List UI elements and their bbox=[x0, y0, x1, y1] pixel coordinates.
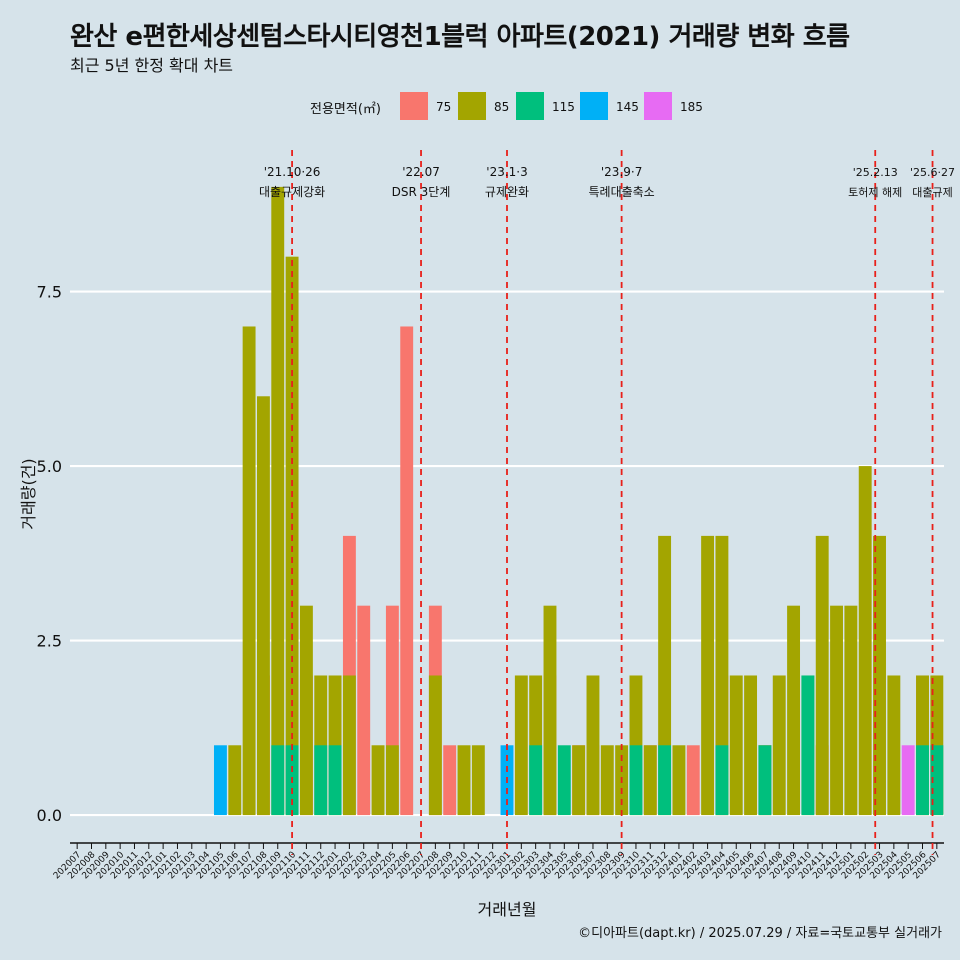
legend-label: 115 bbox=[552, 100, 575, 114]
legend-label: 75 bbox=[436, 100, 452, 114]
bar-115 bbox=[930, 745, 944, 816]
bar-85 bbox=[787, 605, 801, 816]
bar-85 bbox=[572, 745, 586, 816]
bar-115 bbox=[629, 745, 643, 816]
bar-115 bbox=[557, 745, 571, 816]
y-tick-label: 5.0 bbox=[37, 457, 62, 476]
legend-label: 185 bbox=[680, 100, 703, 114]
bar-145 bbox=[213, 745, 227, 816]
legend-swatch bbox=[644, 92, 672, 120]
bar-85 bbox=[873, 535, 886, 816]
bar-85 bbox=[299, 605, 313, 816]
bar-85 bbox=[228, 745, 242, 816]
event-label: 대출규제 bbox=[912, 186, 952, 199]
bar-85 bbox=[428, 675, 442, 816]
bar-115 bbox=[529, 745, 543, 816]
legend-swatch bbox=[400, 92, 428, 120]
bar-115 bbox=[314, 745, 328, 816]
bar-85 bbox=[772, 675, 786, 816]
event-date: '23.9·7 bbox=[601, 165, 642, 179]
bar-85 bbox=[457, 745, 471, 816]
event-date: '21.10·26 bbox=[264, 165, 321, 179]
bar-85 bbox=[729, 675, 743, 816]
bar-75 bbox=[400, 326, 414, 816]
legend-swatch bbox=[580, 92, 608, 120]
x-axis-title: 거래년월 bbox=[478, 900, 537, 919]
bar-85 bbox=[586, 675, 600, 816]
legend-label: 145 bbox=[616, 100, 639, 114]
bar-85 bbox=[887, 675, 901, 816]
bar-85 bbox=[672, 745, 686, 816]
bar-85 bbox=[744, 675, 758, 816]
bar-85 bbox=[858, 466, 872, 816]
bar-85 bbox=[830, 605, 843, 816]
legend-label: 85 bbox=[494, 100, 510, 114]
bar-115 bbox=[271, 745, 285, 816]
y-tick-label: 7.5 bbox=[37, 283, 62, 302]
bar-85 bbox=[643, 745, 657, 816]
bar-85 bbox=[701, 535, 715, 816]
bar-115 bbox=[758, 745, 772, 816]
bar-75 bbox=[443, 745, 457, 816]
legend-swatch bbox=[458, 92, 486, 120]
event-label: 대출규제강화 bbox=[259, 185, 325, 199]
bar-85 bbox=[844, 605, 858, 816]
bar-85 bbox=[342, 675, 356, 816]
chart-title: 완산 e편한세상센텀스타시티영천1블럭 아파트(2021) 거래량 변화 흐름 bbox=[70, 22, 850, 52]
bar-115 bbox=[715, 745, 729, 816]
bar-75 bbox=[357, 605, 371, 816]
bar-115 bbox=[801, 675, 815, 816]
bar-85 bbox=[471, 745, 485, 816]
bar-85 bbox=[815, 535, 829, 816]
legend-swatch bbox=[516, 92, 544, 120]
y-axis-title: 거래량(건) bbox=[19, 458, 38, 529]
event-label: 토허제 해제 bbox=[848, 185, 902, 199]
y-tick-label: 0.0 bbox=[37, 806, 62, 825]
bar-85 bbox=[600, 745, 614, 816]
event-label: 규제완화 bbox=[485, 185, 529, 199]
bar-85 bbox=[256, 396, 270, 816]
bar-85 bbox=[543, 605, 557, 816]
event-date: '25.2.13 bbox=[853, 166, 898, 179]
bar-85 bbox=[371, 745, 385, 816]
event-label: DSR 3단계 bbox=[392, 185, 451, 199]
bar-185 bbox=[901, 745, 915, 816]
bar-85 bbox=[271, 186, 285, 816]
event-date: '25.6·27 bbox=[910, 166, 955, 179]
bar-85 bbox=[385, 745, 399, 816]
chart-legend: 전용면적(㎡) 75 85 115 145 185 bbox=[0, 92, 960, 122]
bar-85 bbox=[242, 326, 256, 816]
y-tick-label: 2.5 bbox=[37, 632, 62, 651]
event-date: '23.1·3 bbox=[486, 165, 527, 179]
bar-115 bbox=[916, 745, 929, 816]
bar-85 bbox=[514, 675, 528, 816]
bar-75 bbox=[686, 745, 700, 816]
source-caption: ©디아파트(dapt.kr) / 2025.07.29 / 자료=국토교통부 실… bbox=[578, 926, 942, 941]
event-date: '22.07 bbox=[402, 165, 440, 179]
chart-subtitle: 최근 5년 한정 확대 차트 bbox=[70, 56, 234, 75]
bar-115 bbox=[328, 745, 342, 816]
legend-title: 전용면적(㎡) bbox=[310, 102, 381, 117]
bar-115 bbox=[658, 745, 672, 816]
event-label: 특례대출축소 bbox=[588, 185, 654, 199]
